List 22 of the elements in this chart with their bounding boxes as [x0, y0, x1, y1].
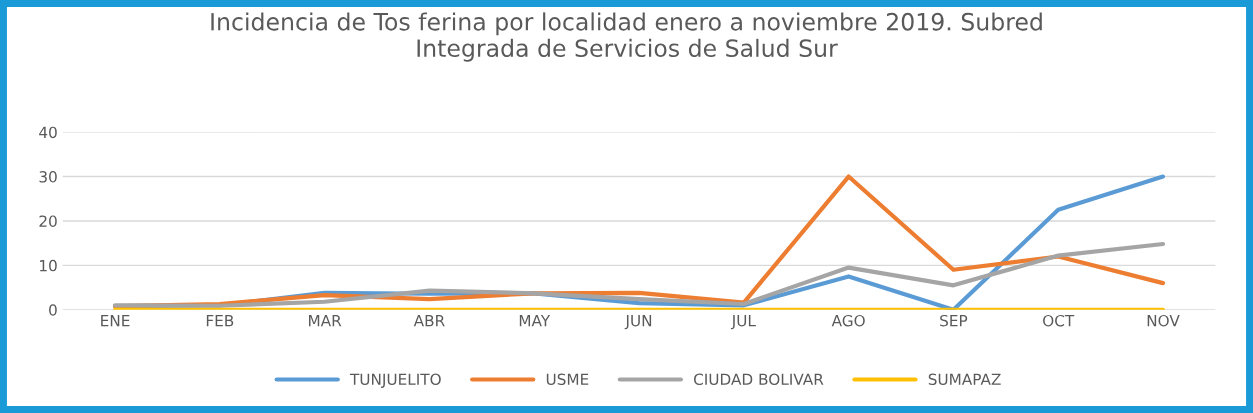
legend-label: USME: [546, 373, 589, 386]
x-tick-label: JUL: [730, 315, 756, 330]
x-tick-label: FEB: [206, 315, 234, 327]
x-tick-label: AGO: [831, 314, 865, 327]
x-tick-label: NOV: [1147, 314, 1180, 327]
x-tick-label: ENE: [101, 315, 130, 327]
x-tick-label: OCT: [1043, 314, 1075, 327]
x-tick-label: MAR: [309, 315, 342, 327]
x-tick-label: SEP: [940, 314, 968, 327]
legend-label: SUMAPAZ: [928, 373, 1001, 386]
x-tick-label: ABR: [413, 315, 445, 327]
line-series: [112, 241, 1166, 308]
y-tick-label: 0: [49, 304, 57, 316]
x-tick-label: JUN: [624, 315, 652, 330]
y-tick-label: 30: [39, 171, 57, 183]
y-tick-label: 10: [40, 259, 57, 272]
y-tick-label: 40: [39, 126, 57, 139]
chart-title: Incidencia de Tos ferina por localidad enero a noviembre 2019. Subred Integrada de Servicios de Salud Sur: [211, 12, 1042, 62]
legend-label: TUNJUELITO: [349, 373, 441, 388]
y-tick-label: 20: [39, 215, 57, 227]
legend-label: CIUDAD BOLIVAR: [693, 373, 824, 386]
x-tick-label: MAY: [519, 315, 551, 327]
